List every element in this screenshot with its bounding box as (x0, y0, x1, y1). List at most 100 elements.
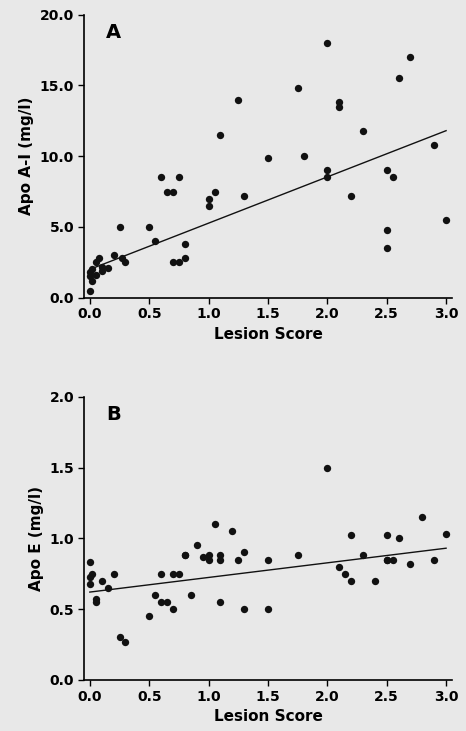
Point (211, 186, 218, 197)
Point (264, 553, 272, 565)
Point (86, 285, 94, 297)
Point (217, 550, 224, 561)
X-axis label: Lesion Score: Lesion Score (213, 709, 322, 724)
Point (418, 511, 426, 523)
X-axis label: Lesion Score: Lesion Score (213, 327, 322, 342)
Point (389, 553, 397, 565)
Point (98, 265, 105, 276)
Point (122, 257, 129, 268)
Point (347, 530, 355, 542)
Point (116, 632, 123, 643)
Point (211, 518, 218, 530)
Point (383, 242, 391, 254)
Point (383, 553, 391, 565)
Point (347, 575, 355, 586)
Point (175, 257, 183, 268)
Point (240, 547, 248, 558)
Point (145, 221, 153, 232)
Point (407, 558, 414, 569)
Point (158, 596, 165, 608)
Point (104, 582, 111, 594)
Point (158, 568, 165, 580)
Point (359, 550, 367, 561)
Point (181, 550, 189, 561)
Point (169, 186, 177, 197)
Point (110, 249, 117, 261)
Point (407, 51, 414, 63)
Point (359, 125, 367, 137)
Point (169, 603, 177, 615)
Point (151, 589, 159, 601)
Point (86, 556, 94, 568)
Point (442, 214, 450, 226)
Point (86, 270, 94, 282)
Point (199, 551, 206, 563)
Point (205, 550, 212, 561)
Point (383, 224, 391, 235)
Point (89, 264, 96, 276)
Point (229, 526, 236, 537)
Point (86, 266, 94, 278)
Point (118, 252, 126, 264)
Point (371, 575, 378, 586)
Point (145, 610, 153, 622)
Point (217, 596, 224, 608)
Point (110, 568, 117, 580)
Point (347, 190, 355, 202)
Point (323, 462, 331, 474)
Point (86, 577, 94, 589)
Point (234, 553, 242, 565)
Point (151, 235, 159, 247)
Y-axis label: Apo E (mg/l): Apo E (mg/l) (29, 486, 44, 591)
Point (431, 139, 438, 151)
Point (175, 568, 183, 580)
Point (158, 172, 165, 183)
Point (205, 200, 212, 211)
Point (336, 96, 343, 108)
Point (217, 553, 224, 565)
Point (92, 269, 99, 281)
Point (395, 532, 402, 544)
Point (205, 553, 212, 565)
Y-axis label: Apo A-I (mg/l): Apo A-I (mg/l) (19, 97, 34, 216)
Point (163, 186, 171, 197)
Point (323, 172, 331, 183)
Point (336, 561, 343, 572)
Point (96, 252, 103, 264)
Point (294, 550, 302, 561)
Point (234, 94, 242, 105)
Point (205, 193, 212, 205)
Point (89, 568, 96, 580)
Point (383, 553, 391, 565)
Point (181, 238, 189, 250)
Point (169, 568, 177, 580)
Point (175, 172, 183, 183)
Point (383, 530, 391, 542)
Point (383, 164, 391, 176)
Point (264, 603, 272, 615)
Point (181, 550, 189, 561)
Point (169, 257, 177, 268)
Point (98, 575, 105, 586)
Point (431, 553, 438, 565)
Point (323, 164, 331, 176)
Point (442, 529, 450, 540)
Point (98, 261, 105, 273)
Point (89, 275, 96, 287)
Point (187, 589, 194, 601)
Text: A: A (106, 23, 121, 42)
Point (92, 596, 99, 608)
Point (181, 252, 189, 264)
Point (336, 101, 343, 113)
Point (389, 172, 397, 183)
Point (116, 221, 123, 232)
Point (104, 262, 111, 274)
Point (264, 152, 272, 164)
Point (92, 594, 99, 605)
Point (395, 72, 402, 84)
Point (193, 539, 200, 551)
Point (342, 568, 349, 580)
Point (323, 37, 331, 49)
Point (92, 257, 99, 268)
Text: B: B (106, 405, 121, 424)
